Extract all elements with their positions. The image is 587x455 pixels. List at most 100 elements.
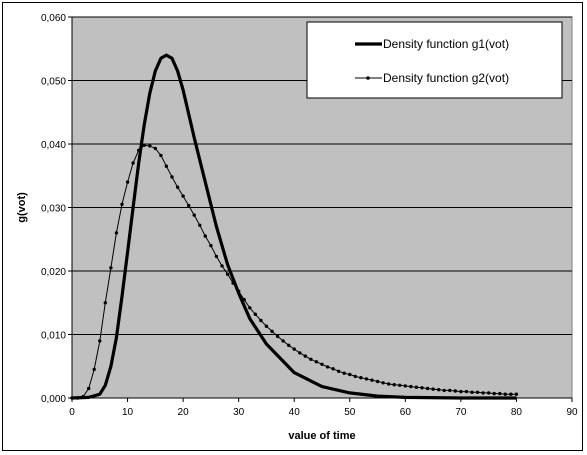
series-2-point xyxy=(248,306,252,310)
series-2-point xyxy=(109,266,113,270)
series-2-point xyxy=(131,161,135,165)
series-2-point xyxy=(492,391,496,396)
x-tick-label: 0 xyxy=(69,407,75,418)
series-2-point xyxy=(164,164,169,168)
tick-labels: 0,000 0,010 0,020 0,030 0,040 0,050 0,060 0 10 20… xyxy=(41,13,578,418)
series-2-point xyxy=(220,264,224,268)
series-2-point xyxy=(159,153,163,158)
x-axis-label: value of time xyxy=(288,430,355,442)
series-2-point xyxy=(331,367,335,371)
series-2-point xyxy=(142,143,146,147)
series-2-point xyxy=(170,175,174,179)
series-2-point xyxy=(375,379,380,384)
series-2-point xyxy=(92,367,96,372)
series-2-point xyxy=(470,390,474,394)
series-2-point xyxy=(320,362,324,366)
series-2-point xyxy=(398,383,402,387)
y-tick-label: 0,040 xyxy=(41,140,66,151)
y-tick-label: 0,000 xyxy=(41,394,66,405)
y-tick-label: 0,030 xyxy=(41,204,66,215)
series-2-point xyxy=(209,243,213,248)
series-2-point xyxy=(431,387,435,391)
series-2-point xyxy=(98,339,102,343)
series-2-point xyxy=(409,384,413,389)
series-2-point xyxy=(125,180,130,184)
series-2-point xyxy=(187,203,191,208)
series-2-point xyxy=(414,385,419,389)
x-tick-label: 20 xyxy=(178,407,190,418)
series-2-point xyxy=(281,339,285,343)
series-2-point xyxy=(387,382,391,386)
series-2-point xyxy=(181,194,185,198)
series-2-point xyxy=(137,148,141,152)
x-tick-label: 70 xyxy=(455,407,467,418)
series-2-point xyxy=(403,384,407,388)
series-2-point xyxy=(348,372,352,377)
y-tick-label: 0,060 xyxy=(41,13,66,24)
series-2-point xyxy=(259,318,263,323)
series-2-point xyxy=(275,334,280,339)
series-2-point xyxy=(237,289,241,293)
series-2-point xyxy=(87,386,91,391)
series-2-point xyxy=(437,388,441,392)
series-2-point xyxy=(287,343,291,347)
x-tick-label: 50 xyxy=(344,407,356,418)
series-2-point xyxy=(292,347,296,351)
legend-label-g1: Density function g1(vot) xyxy=(383,37,509,51)
series-2-point xyxy=(114,231,119,235)
series-2-point xyxy=(298,351,302,355)
series-2-point xyxy=(381,381,385,385)
x-tick-label: 90 xyxy=(566,407,578,418)
x-tick-label: 60 xyxy=(400,407,412,418)
series-2-point xyxy=(370,378,374,382)
series-2-point xyxy=(270,329,274,333)
series-2-point xyxy=(103,301,108,305)
legend-label-g2: Density function g2(vot) xyxy=(383,71,509,85)
series-2-point xyxy=(453,389,457,393)
series-2-point xyxy=(203,234,207,238)
series-2-point xyxy=(487,391,491,395)
y-tick-label: 0,010 xyxy=(41,331,66,342)
x-tick-label: 30 xyxy=(233,407,245,418)
series-2-point xyxy=(509,392,513,396)
series-2-point xyxy=(192,213,196,217)
axes xyxy=(68,16,573,402)
legend-box xyxy=(306,21,563,99)
series-2-point xyxy=(392,383,396,387)
series-2-point xyxy=(175,185,180,189)
y-axis-label: g(vot) xyxy=(16,192,28,223)
series-2-point xyxy=(337,369,341,373)
legend-marker-g2 xyxy=(366,76,370,80)
series-2-point xyxy=(464,389,469,394)
x-tick-label: 80 xyxy=(511,407,523,418)
series-2-point xyxy=(503,392,507,396)
series-2-point xyxy=(314,360,319,364)
series-2-point xyxy=(364,377,369,381)
series-2-point xyxy=(153,146,157,151)
series-2-point xyxy=(459,389,463,394)
y-tick-label: 0,020 xyxy=(41,267,66,278)
series-2-point xyxy=(253,312,257,316)
series-line-1 xyxy=(71,53,517,400)
series-2-point xyxy=(120,202,124,206)
series-2-point xyxy=(442,388,446,393)
series-2-point xyxy=(231,281,235,285)
series-2-point xyxy=(198,223,202,227)
series-2-point xyxy=(214,254,219,259)
series-2-point xyxy=(481,391,485,395)
legend: Density function g1(vot) Density functio… xyxy=(306,21,563,99)
y-tick-label: 0,050 xyxy=(41,77,66,88)
series-2-point xyxy=(264,324,269,328)
series-2-point xyxy=(498,391,502,396)
series-2-point xyxy=(359,376,363,380)
series-2-point xyxy=(225,272,230,276)
series-2-point xyxy=(242,297,246,302)
x-tick-label: 10 xyxy=(122,407,134,418)
series-2-point xyxy=(425,386,430,391)
series-2-point xyxy=(309,357,313,361)
series-2-point xyxy=(514,392,519,396)
density-chart: 0,000 0,010 0,020 0,030 0,040 0,050 0,060 0 10 20… xyxy=(16,13,578,442)
series-2-point xyxy=(448,388,452,393)
x-tick-label: 40 xyxy=(289,407,301,418)
series-2-point xyxy=(420,386,424,390)
